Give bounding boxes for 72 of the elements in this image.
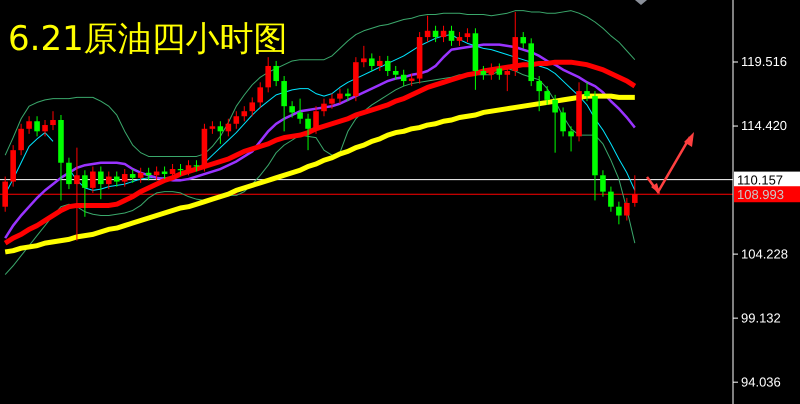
candlestick	[496, 62, 502, 80]
candlestick	[66, 157, 72, 190]
candlestick	[234, 110, 240, 130]
y-tick-label: 104.228	[741, 246, 788, 262]
candlestick	[305, 113, 311, 151]
candlestick	[162, 166, 168, 180]
candlestick	[345, 88, 351, 102]
candlestick	[130, 168, 136, 184]
line-series	[4, 10, 636, 157]
candlestick	[313, 106, 319, 134]
text: 6.21原油四小时图	[8, 19, 288, 59]
candlestick	[265, 56, 271, 93]
candlestick	[34, 116, 40, 137]
candlestick	[392, 65, 399, 80]
candlestick	[249, 96, 256, 117]
candlestick	[138, 167, 144, 184]
candlestick	[289, 100, 295, 118]
candlestick	[98, 166, 104, 200]
candlestick	[480, 65, 486, 80]
candlestick	[384, 55, 391, 77]
y-tick-label: 94.036	[741, 374, 781, 390]
candlestick	[488, 62, 494, 80]
candlestick	[257, 82, 264, 108]
candlestick	[544, 86, 550, 106]
ref-line-label: 108.993	[737, 187, 784, 202]
candlestick	[106, 171, 112, 190]
candlestick	[273, 60, 279, 87]
candlestick	[361, 45, 367, 68]
candlestick	[608, 186, 614, 212]
candlestick	[432, 25, 438, 43]
candlestick	[552, 94, 558, 154]
candlestick	[114, 171, 120, 188]
candlestick	[376, 55, 383, 72]
candlestick	[624, 197, 630, 222]
candlestick	[329, 93, 335, 110]
candlestick	[297, 98, 303, 124]
y-tick-label: 99.132	[741, 310, 781, 326]
candlestick	[448, 25, 454, 46]
candlestick	[178, 163, 184, 176]
candlestick	[520, 32, 526, 49]
candlestick	[194, 160, 200, 172]
candlestick	[424, 15, 430, 43]
candlestick	[226, 118, 232, 137]
candlestick	[560, 106, 566, 137]
candlestick	[456, 32, 462, 46]
candlestick	[600, 170, 606, 198]
candlestick	[408, 73, 414, 87]
candlestick	[321, 98, 327, 117]
candlestick	[369, 52, 375, 72]
candlestick	[122, 168, 128, 188]
candlestick	[536, 76, 542, 112]
candlestick	[616, 201, 622, 225]
candlestick	[440, 25, 446, 43]
candlestick	[584, 82, 590, 102]
candlestick	[400, 69, 406, 87]
candlestick	[42, 120, 48, 137]
candlestick	[154, 166, 160, 181]
y-tick-label: 119.516	[741, 54, 788, 70]
candlestick	[568, 126, 574, 152]
candlestick	[82, 170, 88, 218]
candlestick	[464, 28, 470, 43]
candlestick	[210, 120, 216, 134]
candlestick	[50, 110, 56, 131]
candlestick	[186, 160, 192, 176]
y-tick-label: 114.420	[741, 118, 788, 134]
candlestick	[26, 116, 32, 134]
candlestick	[18, 123, 24, 156]
candlestick	[337, 88, 343, 104]
candlestick	[218, 120, 224, 144]
candlestick	[146, 167, 152, 181]
ref-line-label: 110.157	[737, 172, 784, 188]
candlestick	[241, 106, 248, 122]
